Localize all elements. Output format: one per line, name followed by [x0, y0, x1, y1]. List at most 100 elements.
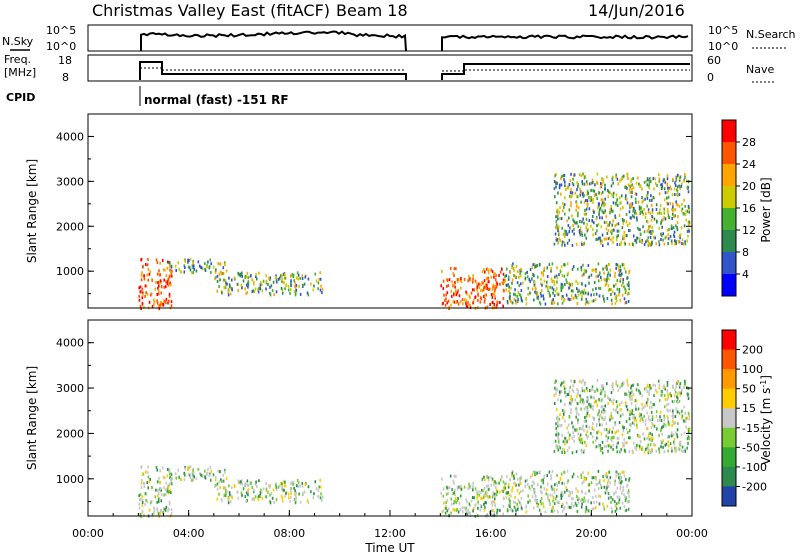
velocity-cell — [477, 506, 479, 510]
velocity-cell — [489, 510, 491, 514]
velocity-cell — [187, 473, 190, 477]
power-cell — [557, 302, 559, 306]
power-cell — [556, 208, 559, 212]
velocity-cell — [667, 393, 669, 397]
velocity-cell — [550, 477, 552, 481]
power-cell — [617, 222, 620, 226]
power-cell — [683, 198, 685, 202]
power-cell — [679, 233, 682, 237]
velocity-cell — [621, 501, 624, 505]
velocity-cell — [654, 443, 656, 447]
velocity-cell — [166, 489, 169, 493]
velocity-cell — [204, 469, 206, 473]
power-cell — [601, 244, 604, 248]
power-cell — [561, 226, 564, 230]
power-cell — [540, 294, 543, 298]
velocity-cell — [678, 391, 681, 395]
power-cell — [140, 278, 143, 282]
velocity-cell — [567, 479, 569, 483]
power-cell — [687, 234, 689, 238]
velocity-cell — [474, 503, 476, 507]
power-cell — [675, 200, 677, 204]
power-cell — [590, 198, 593, 202]
power-cell — [607, 284, 610, 288]
velocity-cell — [638, 412, 641, 416]
power-cell — [591, 228, 594, 232]
velocity-cell — [615, 382, 617, 386]
velocity-cell — [555, 433, 557, 437]
power-cell — [524, 276, 527, 280]
velocity-cell — [159, 480, 162, 484]
velocity-cell — [646, 400, 649, 404]
velocity-cell — [167, 509, 169, 513]
power-cell — [531, 266, 534, 270]
velocity-cell — [514, 482, 517, 486]
power-cell — [295, 283, 298, 287]
power-cell — [620, 284, 623, 288]
velocity-cell — [596, 431, 598, 435]
velocity-cell — [632, 416, 634, 420]
velocity-cell — [269, 485, 271, 489]
velocity-cell — [672, 440, 675, 444]
velocity-cell — [515, 509, 517, 513]
velocity-cell — [557, 424, 559, 428]
velocity-cell — [599, 479, 601, 483]
power-cell — [580, 191, 582, 195]
velocity-cell — [585, 419, 587, 423]
power-cell — [496, 300, 499, 304]
velocity-cell — [160, 488, 162, 492]
power-cell — [575, 242, 578, 246]
power-cell — [586, 182, 589, 186]
velocity-cell — [665, 442, 668, 446]
velocity-cell — [636, 425, 638, 429]
velocity-cell — [444, 511, 447, 515]
velocity-cell — [623, 505, 626, 509]
velocity-cell — [625, 427, 628, 431]
power-cell — [594, 298, 597, 302]
velocity-cell — [583, 383, 586, 387]
power-cell — [649, 198, 651, 202]
velocity-colorbar-swatch — [722, 330, 736, 351]
power-cell — [221, 291, 223, 295]
velocity-cell — [138, 494, 140, 498]
power-cell — [465, 290, 467, 294]
x-tick-label: 00:00 — [72, 527, 104, 540]
velocity-cell — [170, 479, 173, 483]
power-cell — [192, 266, 194, 270]
power-cell — [605, 221, 608, 225]
velocity-cell — [546, 482, 549, 486]
velocity-cell — [141, 495, 144, 499]
power-cell — [632, 186, 635, 190]
power-cell — [180, 270, 182, 274]
velocity-cell — [532, 480, 534, 484]
velocity-cell — [561, 450, 563, 454]
velocity-cell — [667, 440, 670, 444]
power-cell — [229, 292, 232, 296]
power-cell — [485, 293, 487, 297]
power-cell — [611, 290, 614, 294]
power-cell — [606, 276, 608, 280]
velocity-colorbar-label-exp: -1 — [759, 380, 768, 388]
power-cell — [321, 287, 324, 291]
velocity-cell — [604, 409, 607, 413]
power-cell — [192, 264, 195, 268]
velocity-cell — [615, 445, 618, 449]
velocity-colorbar-swatch — [722, 369, 736, 390]
velocity-cell — [470, 499, 473, 503]
velocity-cell — [656, 390, 658, 394]
power-cell — [650, 194, 652, 198]
velocity-cell — [673, 399, 676, 403]
power-cell — [191, 271, 193, 275]
power-cell — [491, 300, 494, 304]
velocity-cell — [605, 422, 608, 426]
power-colorbar-swatch — [722, 252, 736, 275]
power-cell — [587, 301, 590, 305]
velocity-cell — [612, 408, 615, 412]
velocity-cell — [596, 436, 598, 440]
power-cell — [533, 274, 535, 278]
power-cell — [453, 300, 456, 304]
velocity-cell — [680, 391, 683, 395]
velocity-cell — [588, 389, 591, 393]
power-cell — [681, 182, 683, 186]
power-cell — [663, 177, 665, 181]
